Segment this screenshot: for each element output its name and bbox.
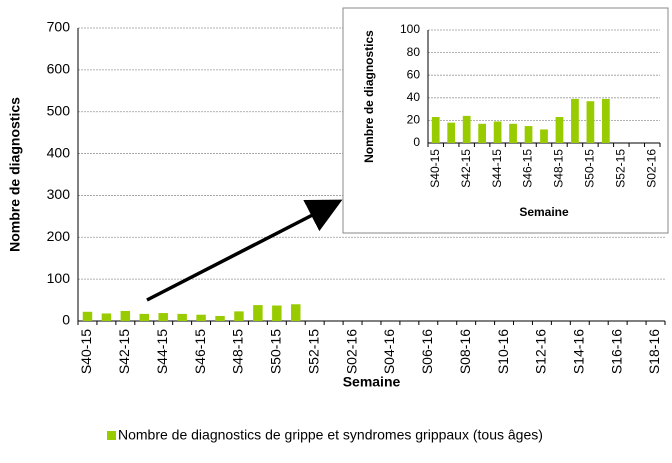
bar bbox=[215, 315, 225, 321]
y-axis-title: Nombre de diagnostics bbox=[362, 30, 376, 163]
x-tick-label: S46-15 bbox=[192, 329, 208, 374]
y-tick-label: 80 bbox=[407, 45, 421, 59]
bar bbox=[82, 311, 93, 321]
y-tick-label: 20 bbox=[407, 113, 421, 127]
x-tick-label: S48-15 bbox=[230, 329, 246, 374]
x-tick-label: S42-15 bbox=[116, 329, 132, 374]
x-tick-label: S02-16 bbox=[343, 329, 359, 374]
y-tick-label: 0 bbox=[413, 135, 420, 149]
x-tick-label: S10-16 bbox=[495, 329, 511, 374]
bar bbox=[234, 311, 244, 321]
x-tick-label: S40-15 bbox=[428, 149, 442, 188]
bar bbox=[120, 310, 131, 321]
x-tick-label: S52-15 bbox=[614, 149, 628, 188]
bar bbox=[493, 121, 502, 143]
bar bbox=[431, 117, 440, 143]
x-tick-label: S50-15 bbox=[268, 329, 284, 374]
x-tick-label: S48-15 bbox=[552, 149, 566, 188]
bar bbox=[540, 129, 548, 143]
legend-label: Nombre de diagnostics de grippe et syndr… bbox=[118, 427, 543, 443]
bar bbox=[447, 122, 456, 143]
x-tick-label: S16-16 bbox=[608, 329, 624, 374]
x-tick-label: S12-16 bbox=[533, 329, 549, 374]
bar bbox=[253, 305, 263, 321]
x-tick-label: S46-15 bbox=[521, 149, 535, 188]
x-tick-label: S44-15 bbox=[490, 149, 504, 188]
y-tick-label: 100 bbox=[47, 270, 71, 286]
bar bbox=[571, 98, 579, 143]
y-tick-label: 500 bbox=[47, 102, 71, 118]
y-tick-label: 400 bbox=[47, 144, 71, 160]
x-tick-label: S06-16 bbox=[419, 329, 435, 374]
y-tick-label: 600 bbox=[47, 61, 71, 77]
y-tick-label: 300 bbox=[47, 186, 71, 202]
legend-swatch bbox=[107, 431, 116, 440]
bar bbox=[602, 98, 610, 143]
bar bbox=[586, 101, 595, 143]
bar bbox=[177, 313, 187, 321]
bar bbox=[196, 314, 206, 321]
x-tick-label: S52-15 bbox=[305, 329, 321, 374]
y-tick-label: 200 bbox=[47, 228, 71, 244]
x-tick-label: S08-16 bbox=[457, 329, 473, 374]
y-tick-label: 700 bbox=[47, 19, 71, 35]
x-tick-label: S42-15 bbox=[459, 149, 473, 188]
bar bbox=[291, 304, 301, 321]
x-axis-title: Semaine bbox=[343, 374, 401, 390]
bar bbox=[524, 126, 533, 143]
x-tick-label: S40-15 bbox=[78, 329, 94, 374]
x-tick-label: S50-15 bbox=[583, 149, 597, 188]
inset-frame bbox=[342, 7, 669, 234]
chart-panel: 0 20 40 60 80 100 S40-15 S42-15 S44-15 S46-15 S48-… bbox=[342, 7, 669, 234]
y-tick-label: 60 bbox=[407, 67, 421, 81]
bar bbox=[462, 115, 471, 143]
bar bbox=[272, 305, 282, 321]
bar bbox=[158, 313, 168, 321]
x-tick-label: S04-16 bbox=[381, 329, 397, 374]
y-axis-title: Nombre de diagnostics bbox=[7, 97, 23, 252]
y-tick-label: 0 bbox=[62, 312, 70, 328]
bar bbox=[101, 313, 112, 321]
arrow bbox=[146, 199, 343, 302]
x-tick-label: S44-15 bbox=[154, 329, 170, 374]
bar bbox=[139, 313, 150, 321]
x-tick-label: S02-16 bbox=[644, 149, 658, 188]
y-tick-label: 100 bbox=[400, 22, 420, 36]
x-axis-title: Semaine bbox=[519, 205, 569, 219]
x-tick-label: S14-16 bbox=[570, 329, 586, 374]
y-tick-label: 40 bbox=[407, 90, 421, 104]
bar bbox=[478, 123, 486, 143]
bar bbox=[509, 123, 517, 143]
x-tick-label: S18-16 bbox=[646, 329, 662, 374]
bar bbox=[555, 117, 564, 143]
